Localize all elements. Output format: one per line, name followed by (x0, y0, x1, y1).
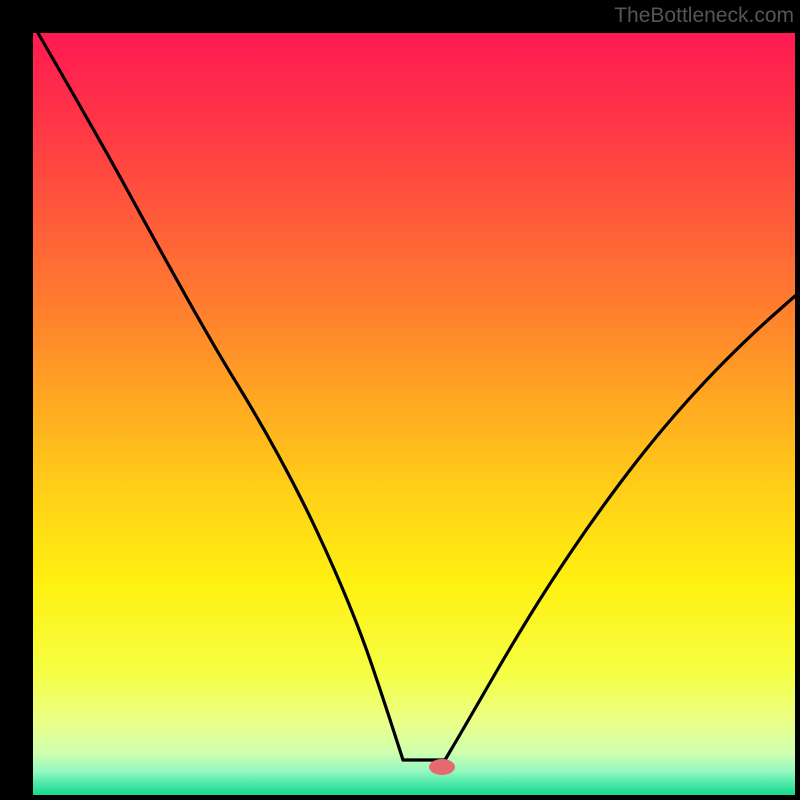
chart-stage: TheBottleneck.com (0, 0, 800, 800)
optimal-marker (429, 759, 455, 775)
plot-area (33, 33, 795, 795)
bottleneck-chart (0, 0, 800, 800)
